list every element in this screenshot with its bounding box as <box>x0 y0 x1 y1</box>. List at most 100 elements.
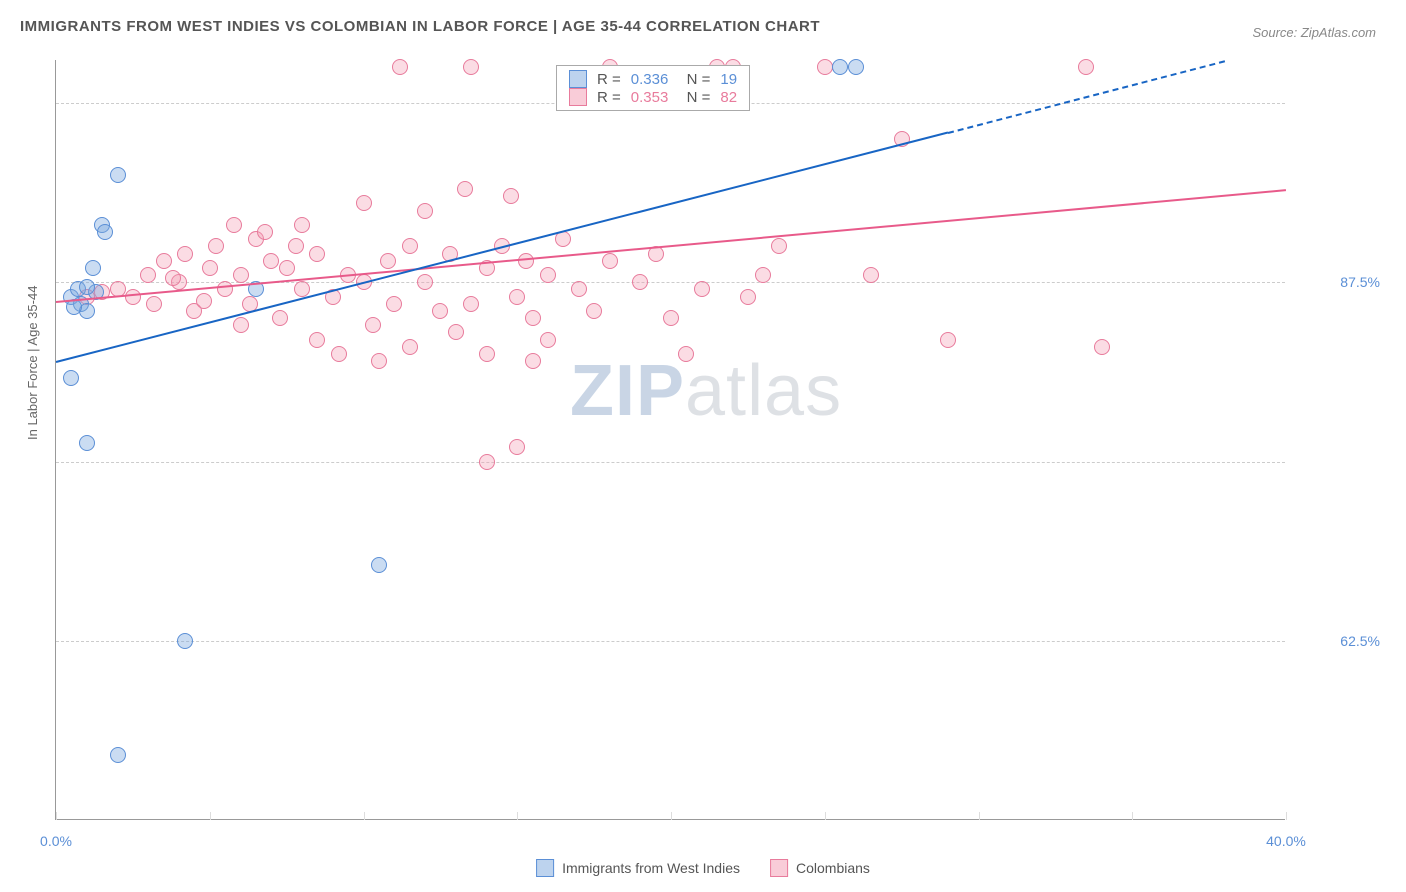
swatch-blue-icon <box>569 70 587 88</box>
data-point <box>678 346 694 362</box>
data-point <box>694 281 710 297</box>
data-point <box>110 167 126 183</box>
source-label: Source: ZipAtlas.com <box>1252 25 1376 40</box>
x-tick-label: 40.0% <box>1266 833 1306 849</box>
x-tick-label: 0.0% <box>40 833 72 849</box>
data-point <box>177 633 193 649</box>
legend-top: R =0.336 N =19R =0.353 N =82 <box>556 65 750 111</box>
x-tick <box>56 812 57 820</box>
data-point <box>740 289 756 305</box>
x-tick <box>1132 812 1133 820</box>
data-point <box>309 246 325 262</box>
data-point <box>848 59 864 75</box>
data-point <box>755 267 771 283</box>
data-point <box>110 747 126 763</box>
data-point <box>509 439 525 455</box>
data-point <box>417 203 433 219</box>
data-point <box>1094 339 1110 355</box>
x-tick <box>1286 812 1287 820</box>
r-label: R = <box>597 89 621 106</box>
data-point <box>540 332 556 348</box>
swatch-pink-icon <box>770 859 788 877</box>
data-point <box>309 332 325 348</box>
data-point <box>217 281 233 297</box>
data-point <box>940 332 956 348</box>
data-point <box>140 267 156 283</box>
data-point <box>272 310 288 326</box>
data-point <box>602 253 618 269</box>
x-tick <box>825 812 826 820</box>
n-value-1: 19 <box>720 71 737 88</box>
data-point <box>97 224 113 240</box>
gridline-h <box>56 641 1285 642</box>
data-point <box>356 195 372 211</box>
data-point <box>257 224 273 240</box>
trend-line <box>56 189 1286 303</box>
data-point <box>771 238 787 254</box>
data-point <box>503 188 519 204</box>
legend-label-2: Colombians <box>796 860 870 876</box>
legend-row-2: R =0.353 N =82 <box>569 88 737 106</box>
data-point <box>863 267 879 283</box>
legend-bottom: Immigrants from West Indies Colombians <box>536 859 870 877</box>
data-point <box>817 59 833 75</box>
data-point <box>479 346 495 362</box>
data-point <box>146 296 162 312</box>
legend-row-1: R =0.336 N =19 <box>569 70 737 88</box>
n-label: N = <box>678 71 710 88</box>
data-point <box>371 353 387 369</box>
data-point <box>525 353 541 369</box>
data-point <box>417 274 433 290</box>
x-tick <box>210 812 211 820</box>
data-point <box>263 253 279 269</box>
data-point <box>392 59 408 75</box>
y-tick-label: 87.5% <box>1310 274 1380 290</box>
x-tick <box>671 812 672 820</box>
data-point <box>208 238 224 254</box>
legend-label-1: Immigrants from West Indies <box>562 860 740 876</box>
data-point <box>457 181 473 197</box>
y-axis-label: In Labor Force | Age 35-44 <box>25 286 40 440</box>
data-point <box>586 303 602 319</box>
plot-area: 62.5%87.5%0.0%40.0%R =0.336 N =19R =0.35… <box>55 60 1285 820</box>
n-label: N = <box>678 89 710 106</box>
data-point <box>402 339 418 355</box>
data-point <box>518 253 534 269</box>
data-point <box>509 289 525 305</box>
data-point <box>279 260 295 276</box>
data-point <box>832 59 848 75</box>
data-point <box>196 293 212 309</box>
gridline-h <box>56 462 1285 463</box>
legend-item-colombians: Colombians <box>770 859 870 877</box>
data-point <box>156 253 172 269</box>
x-tick <box>364 812 365 820</box>
swatch-blue-icon <box>536 859 554 877</box>
legend-item-west-indies: Immigrants from West Indies <box>536 859 740 877</box>
data-point <box>288 238 304 254</box>
data-point <box>79 435 95 451</box>
data-point <box>226 217 242 233</box>
data-point <box>386 296 402 312</box>
data-point <box>177 246 193 262</box>
data-point <box>125 289 141 305</box>
data-point <box>663 310 679 326</box>
swatch-pink-icon <box>569 88 587 106</box>
data-point <box>233 317 249 333</box>
r-value-2: 0.353 <box>631 89 669 106</box>
data-point <box>380 253 396 269</box>
x-tick <box>517 812 518 820</box>
data-point <box>448 324 464 340</box>
r-label: R = <box>597 71 621 88</box>
x-tick <box>979 812 980 820</box>
data-point <box>165 270 181 286</box>
data-point <box>85 260 101 276</box>
data-point <box>402 238 418 254</box>
data-point <box>525 310 541 326</box>
data-point <box>371 557 387 573</box>
data-point <box>294 217 310 233</box>
data-point <box>233 267 249 283</box>
data-point <box>463 59 479 75</box>
data-point <box>365 317 381 333</box>
data-point <box>202 260 218 276</box>
data-point <box>79 279 95 295</box>
